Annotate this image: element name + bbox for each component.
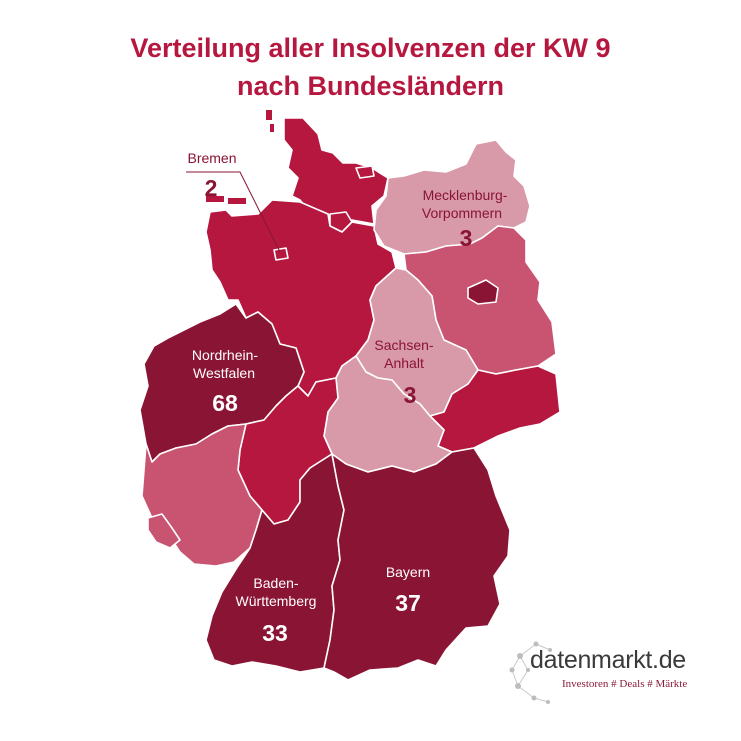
datenmarkt-logo: datenmarkt.de Investoren # Deals # Märkt… bbox=[508, 640, 723, 708]
bremen-leader-line bbox=[186, 171, 281, 253]
label-bw-name-2: Württemberg bbox=[236, 593, 317, 609]
state-berlin[interactable] bbox=[467, 279, 499, 305]
label-bw-value: 33 bbox=[262, 620, 288, 646]
label-mv-name-2: Vorpommern bbox=[422, 205, 502, 221]
label-st-name-2: Anhalt bbox=[384, 355, 424, 371]
label-st-name-1: Sachsen- bbox=[374, 337, 433, 353]
island-mark bbox=[270, 124, 274, 132]
title-line-2: nach Bundesländern bbox=[236, 71, 505, 101]
state-schleswig-holstein-island bbox=[355, 165, 375, 179]
label-bw-name-1: Baden- bbox=[253, 575, 298, 591]
label-bremen-value: 2 bbox=[205, 175, 218, 201]
state-bremen[interactable] bbox=[273, 247, 289, 261]
label-by-name: Bayern bbox=[386, 564, 430, 580]
state-bayern[interactable] bbox=[323, 447, 511, 681]
logo-tagline: Investoren # Deals # Märkte bbox=[562, 678, 688, 690]
label-by-value: 37 bbox=[395, 590, 421, 616]
network-icon bbox=[509, 641, 552, 704]
logo-wordmark: datenmarkt.de bbox=[530, 646, 686, 674]
label-nrw-value: 68 bbox=[212, 390, 238, 416]
island-mark bbox=[228, 198, 246, 204]
label-mv-name-1: Mecklenburg- bbox=[423, 187, 508, 203]
state-saarland[interactable] bbox=[147, 513, 181, 549]
label-nrw-name-1: Nordrhein- bbox=[192, 347, 258, 363]
label-mv-value: 3 bbox=[460, 225, 473, 251]
label-bremen-name: Bremen bbox=[187, 150, 236, 166]
state-mecklenburg-vorpommern[interactable] bbox=[373, 139, 531, 255]
island-mark bbox=[266, 110, 272, 120]
label-st-value: 3 bbox=[404, 382, 417, 408]
title-line-1: Verteilung aller Insolvenzen der KW 9 bbox=[130, 33, 611, 63]
label-nrw-name-2: Westfalen bbox=[193, 365, 255, 381]
island-mark bbox=[206, 196, 224, 202]
state-sachsen[interactable] bbox=[429, 365, 561, 453]
